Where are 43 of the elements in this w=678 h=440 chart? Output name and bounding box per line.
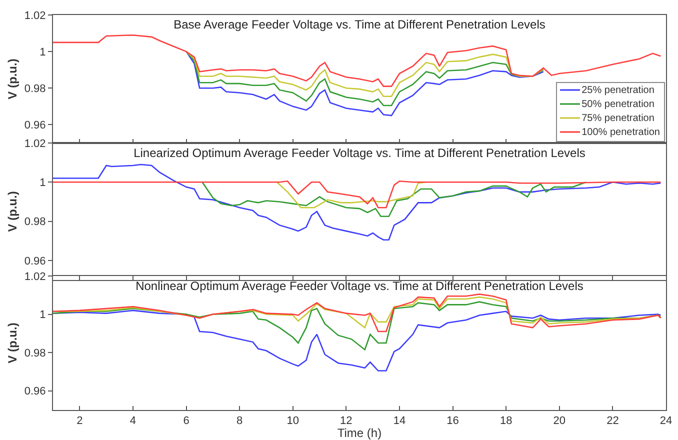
x-tick-label: 24 bbox=[660, 415, 672, 428]
y-tick-label: 0.96 bbox=[24, 386, 46, 398]
x-tick-label: 8 bbox=[236, 415, 243, 428]
line-series bbox=[53, 34, 662, 87]
x-tick-label: 20 bbox=[553, 415, 566, 428]
y-axis-title: V (p.u.) bbox=[6, 58, 20, 100]
y-axis-title: V (p.u.) bbox=[6, 322, 20, 364]
x-tick-label: 12 bbox=[340, 415, 352, 428]
y-tick-label: 0.96 bbox=[24, 120, 46, 132]
y-tick-label: 1 bbox=[40, 176, 46, 189]
y-tick-label: 1 bbox=[40, 46, 46, 58]
y-tick-label: 0.96 bbox=[24, 255, 46, 268]
legend-label: 100% penetration bbox=[582, 127, 660, 138]
legend-label: 50% penetration bbox=[582, 99, 654, 110]
x-tick-label: 16 bbox=[446, 415, 459, 428]
x-tick-label: 18 bbox=[500, 415, 512, 428]
x-tick-label: 14 bbox=[393, 415, 406, 428]
y-axis-title: V (p.u.) bbox=[6, 191, 20, 232]
y-tick-label: 1.02 bbox=[24, 138, 46, 150]
x-axis-title: Time (h) bbox=[337, 426, 382, 440]
chart-title: Nonlinear Optimum Average Feeder Voltage vs. Time at Different Penetration Levels bbox=[136, 278, 584, 293]
legend-label: 25% penetration bbox=[582, 85, 654, 96]
line-series bbox=[186, 50, 544, 116]
x-tick-label: 2 bbox=[76, 415, 83, 428]
x-tick-label: 4 bbox=[130, 415, 136, 428]
y-tick-label: 0.98 bbox=[24, 82, 46, 95]
y-tick-label: 1.02 bbox=[24, 270, 46, 283]
x-tick-label: 10 bbox=[286, 415, 299, 428]
line-series bbox=[53, 180, 662, 208]
line-series bbox=[186, 50, 544, 98]
y-tick-label: 1.02 bbox=[24, 10, 46, 22]
line-series bbox=[202, 181, 587, 218]
y-tick-label: 1 bbox=[40, 309, 46, 322]
line-series bbox=[53, 164, 662, 241]
x-tick-label: 22 bbox=[606, 415, 619, 428]
legend-label: 75% penetration bbox=[582, 113, 654, 124]
x-tick-label: 6 bbox=[183, 415, 190, 428]
line-series bbox=[53, 301, 662, 350]
chart-title: Base Average Feeder Voltage vs. Time at Different Penetration Levels bbox=[174, 18, 546, 32]
line-series bbox=[53, 310, 662, 372]
y-tick-label: 0.98 bbox=[24, 216, 46, 228]
chart-title: Linearized Optimum Average Feeder Voltage vs. Time at Different Penetration Levels bbox=[134, 146, 586, 160]
y-tick-label: 0.98 bbox=[24, 347, 46, 360]
